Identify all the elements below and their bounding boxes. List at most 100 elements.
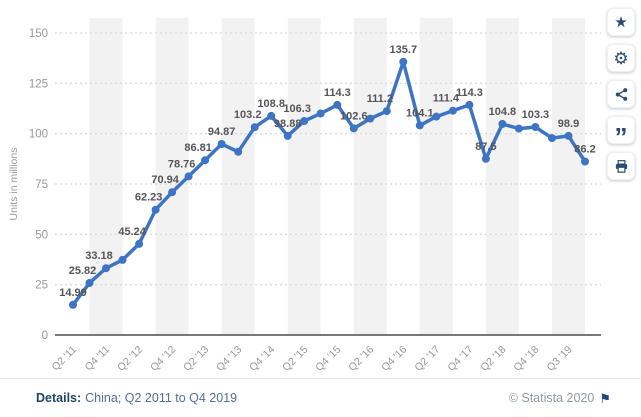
series-line — [71, 60, 587, 307]
footer: Details: China; Q2 2011 to Q4 2019 © Stat… — [0, 378, 641, 417]
background-band — [419, 18, 453, 335]
data-point[interactable] — [564, 131, 573, 140]
value-label: 111.2 — [367, 93, 393, 105]
value-label: 98.9 — [558, 118, 579, 130]
y-tick-label: 125 — [29, 78, 48, 90]
x-tick-label: Q4 '15 — [313, 344, 343, 374]
value-label: 135.7 — [390, 44, 418, 56]
background-band — [287, 18, 321, 335]
data-point[interactable] — [217, 140, 226, 148]
data-point[interactable] — [102, 264, 110, 273]
data-point[interactable] — [151, 205, 160, 214]
data-point[interactable] — [69, 300, 77, 309]
data-point[interactable] — [366, 114, 375, 123]
background-band — [552, 18, 585, 335]
background-band — [221, 18, 255, 335]
copyright: © Statista 2020 ⚑ — [509, 391, 611, 405]
print-icon — [615, 159, 627, 173]
data-point[interactable] — [498, 120, 507, 128]
background-band — [155, 18, 189, 335]
x-tick-label: Q2 '16 — [346, 344, 376, 374]
data-point[interactable] — [85, 279, 94, 287]
chart-area: 0 25 50 75 100 125 150 Q2 '11 Q4 '11 Q2 '12 Q4 '12… — [8, 18, 601, 374]
data-point[interactable] — [168, 188, 177, 197]
x-tick-label: Q4 '14 — [247, 344, 277, 374]
y-tick-label: 50 — [35, 229, 48, 241]
x-tick-label: Q2 '12 — [115, 344, 145, 374]
data-point[interactable] — [201, 156, 210, 165]
data-point[interactable] — [283, 131, 292, 140]
data-point[interactable] — [415, 121, 424, 130]
value-label: 108.8 — [257, 98, 285, 110]
data-point[interactable] — [581, 157, 589, 166]
value-label: 70.94 — [151, 174, 179, 186]
data-point[interactable] — [382, 107, 391, 116]
background-band — [485, 18, 519, 335]
value-label: 103.3 — [522, 109, 550, 121]
x-tick-label: Q4 '13 — [214, 344, 244, 374]
value-label: 33.18 — [85, 250, 113, 262]
x-tick-label: Q4 '12 — [148, 344, 178, 374]
cite-button[interactable]: ” — [607, 116, 635, 150]
value-label: 86.81 — [184, 142, 212, 154]
value-label: 102.6 — [340, 110, 368, 122]
data-point[interactable] — [514, 124, 523, 133]
statista-flag-icon: ⚑ — [599, 390, 611, 406]
share-button[interactable] — [607, 80, 635, 108]
data-point[interactable] — [465, 100, 474, 109]
data-point[interactable] — [481, 154, 490, 163]
details-value: China; Q2 2011 to Q4 2019 — [85, 391, 238, 405]
x-tick-label: Q2 '18 — [478, 344, 508, 374]
value-label: 87.5 — [475, 141, 496, 153]
x-tick-label: Q2 '17 — [412, 344, 442, 374]
data-point[interactable] — [531, 123, 540, 131]
x-tick-label: Q2 '11 — [50, 344, 80, 374]
details-label: Details: — [36, 391, 82, 405]
x-tick-label: Q4 '16 — [379, 344, 409, 374]
value-label: 114.3 — [324, 87, 351, 99]
data-point[interactable] — [333, 100, 342, 109]
data-point[interactable] — [349, 124, 358, 133]
value-label: 94.87 — [208, 126, 236, 138]
print-button[interactable] — [607, 152, 635, 180]
value-label: 98.88 — [274, 118, 302, 130]
value-label: 114.3 — [456, 87, 483, 99]
line-chart: 0 25 50 75 100 125 150 Q2 '11 Q4 '11 Q2 '12 Q4 '12… — [8, 18, 601, 374]
value-label: 103.2 — [234, 109, 262, 121]
value-label: 25.82 — [69, 265, 97, 277]
data-point[interactable] — [548, 134, 556, 143]
y-tick-label: 150 — [29, 28, 48, 40]
data-point[interactable] — [399, 57, 408, 66]
y-axis-title: Units in millions — [8, 148, 20, 221]
x-tick-label: Q3 '19 — [544, 344, 574, 374]
data-point[interactable] — [300, 117, 309, 125]
x-tick-label: Q4 '18 — [511, 344, 541, 374]
value-label: 14.99 — [59, 287, 87, 299]
data-point[interactable] — [250, 123, 259, 132]
settings-button[interactable]: ⚙ — [607, 44, 635, 72]
data-point[interactable] — [267, 111, 276, 120]
data-point[interactable] — [432, 112, 441, 121]
value-label: 106.3 — [283, 103, 311, 115]
value-label: 111.4 — [433, 93, 460, 105]
x-tick-label: Q4 '17 — [445, 344, 475, 374]
data-point[interactable] — [135, 239, 144, 248]
background-band — [353, 18, 387, 335]
value-label: 62.23 — [135, 192, 163, 204]
favorite-button[interactable]: ★ — [607, 8, 635, 36]
y-tick-label: 25 — [35, 280, 48, 292]
x-tick-label: Q2 '13 — [181, 344, 211, 374]
y-tick-label: 75 — [35, 179, 48, 191]
x-tick-label: Q2 '15 — [280, 344, 310, 374]
background-band — [89, 18, 123, 335]
data-point[interactable] — [118, 255, 127, 264]
data-point[interactable] — [184, 172, 193, 181]
data-point[interactable] — [448, 106, 457, 115]
data-point[interactable] — [234, 147, 243, 156]
details-text: Details: China; Q2 2011 to Q4 2019 — [36, 391, 237, 405]
data-point[interactable] — [316, 109, 325, 118]
gear-icon: ⚙ — [613, 48, 629, 68]
value-label: 45.24 — [118, 226, 146, 238]
copyright-text: © Statista 2020 — [508, 391, 595, 405]
